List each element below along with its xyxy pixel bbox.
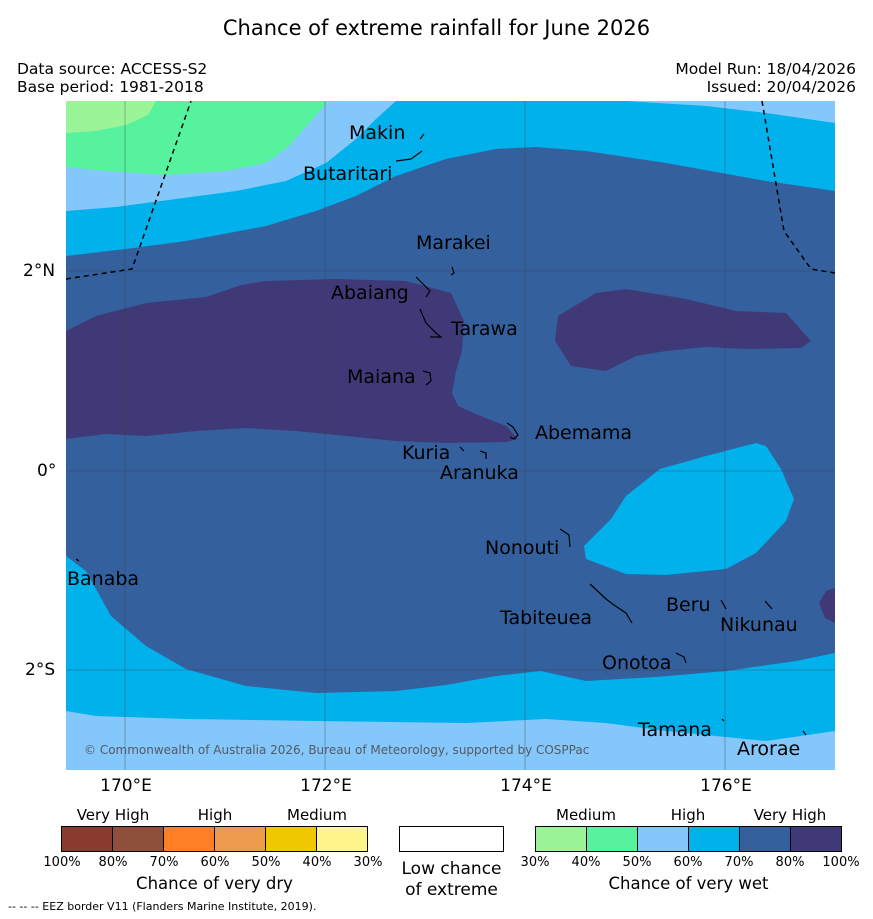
wet-swatch-50-60	[638, 827, 689, 851]
dry-group-very-high: Very High	[76, 806, 150, 824]
region-80-100-edge	[819, 588, 835, 623]
dry-colorbar-title: Chance of very dry	[136, 874, 293, 893]
region-80-100-west	[66, 279, 518, 443]
place-nikunau: Nikunau	[720, 614, 798, 636]
wet-tick-50: 50%	[622, 855, 652, 870]
map-title: Chance of extreme rainfall for June 2026	[222, 16, 651, 40]
place-tabiteuea: Tabiteuea	[499, 607, 592, 629]
island-outlines	[75, 133, 807, 736]
wet-tick-30: 30%	[520, 855, 550, 870]
place-tarawa: Tarawa	[450, 318, 518, 340]
dry-tick-80: 80%	[98, 855, 128, 870]
data-source: Data source: ACCESS-S2	[17, 60, 208, 78]
low-chance-label: Low chance of extreme	[380, 859, 523, 901]
wet-tick-60: 60%	[673, 855, 703, 870]
region-60-70-south	[66, 556, 835, 770]
dry-group-medium: Medium	[287, 806, 347, 824]
lat-label-0: 0°	[37, 461, 57, 481]
base-period: Base period: 1981-2018	[17, 78, 204, 96]
region-80-100-east	[555, 289, 811, 371]
dry-tick-50: 50%	[251, 855, 281, 870]
wet-tick-100: 100%	[822, 855, 860, 870]
place-onotoa: Onotoa	[602, 652, 671, 674]
low-chance-line2: of extreme	[405, 880, 498, 900]
meta-right: Model Run: 18/04/2026 Issued: 20/04/2026	[675, 60, 856, 96]
lat-label-2n: 2°N	[23, 261, 56, 281]
dry-swatch-70-60	[164, 827, 215, 851]
place-marakei: Marakei	[416, 232, 491, 254]
place-butaritari: Butaritari	[303, 163, 392, 185]
region-60-70-east	[584, 443, 794, 575]
place-banaba: Banaba	[67, 568, 139, 590]
place-beru: Beru	[666, 594, 711, 616]
dry-group-high: High	[197, 806, 233, 824]
lon-label-172e: 172°E	[300, 776, 352, 796]
dry-swatch-100-80	[62, 827, 113, 851]
dry-tick-40: 40%	[302, 855, 332, 870]
wet-colorbar-title: Chance of very wet	[608, 874, 769, 893]
issued-date: Issued: 20/04/2026	[706, 78, 856, 96]
lat-label-2s: 2°S	[25, 660, 56, 680]
meta-left: Data source: ACCESS-S2 Base period: 1981…	[17, 60, 207, 96]
wet-group-medium: Medium	[556, 806, 616, 824]
place-kuria: Kuria	[402, 442, 450, 464]
wet-group-very-high: Very High	[753, 806, 827, 824]
model-run: Model Run: 18/04/2026	[675, 60, 856, 78]
place-abaiang: Abaiang	[331, 282, 409, 304]
place-tamana: Tamana	[637, 719, 712, 741]
dry-swatch-60-50	[215, 827, 266, 851]
dry-tick-100: 100%	[43, 855, 81, 870]
dry-tick-30: 30%	[353, 855, 383, 870]
eez-border	[66, 101, 835, 280]
dry-tick-70: 70%	[149, 855, 179, 870]
wet-tick-80: 80%	[775, 855, 805, 870]
lon-label-176e: 176°E	[700, 776, 752, 796]
wet-swatch-30-40	[536, 827, 587, 851]
wet-swatch-80-100	[791, 827, 841, 851]
place-arorae: Arorae	[737, 738, 800, 760]
place-makin: Makin	[349, 122, 405, 144]
dry-colorbar	[61, 826, 368, 852]
wet-swatch-70-80	[740, 827, 791, 851]
wet-colorbar	[535, 826, 842, 852]
lon-label-170e: 170°E	[100, 776, 152, 796]
wet-tick-40: 40%	[571, 855, 601, 870]
region-30-40-north	[66, 101, 156, 133]
place-aranuka: Aranuka	[440, 462, 519, 484]
wet-swatch-40-50	[587, 827, 638, 851]
low-chance-line1: Low chance	[401, 859, 502, 879]
dry-swatch-50-40	[266, 827, 317, 851]
wet-tick-70: 70%	[724, 855, 754, 870]
dry-swatch-40-30	[317, 827, 367, 851]
region-50-60-south	[66, 711, 835, 770]
place-abemama: Abemama	[535, 422, 632, 444]
graticule	[66, 101, 835, 770]
rainfall-map: Makin Butaritari Marakei Abaiang Tarawa …	[66, 101, 835, 770]
wet-swatch-60-70	[689, 827, 740, 851]
place-nonouti: Nonouti	[485, 537, 559, 559]
place-maiana: Maiana	[347, 366, 416, 388]
wet-group-high: High	[670, 806, 706, 824]
eez-border-note: -- -- -- EEZ border V11 (Flanders Marine…	[8, 900, 317, 913]
lon-label-174e: 174°E	[500, 776, 552, 796]
copyright-notice: © Commonwealth of Australia 2026, Bureau…	[84, 743, 589, 757]
low-chance-swatch	[399, 826, 504, 852]
dry-tick-60: 60%	[200, 855, 230, 870]
dry-swatch-80-70	[113, 827, 164, 851]
